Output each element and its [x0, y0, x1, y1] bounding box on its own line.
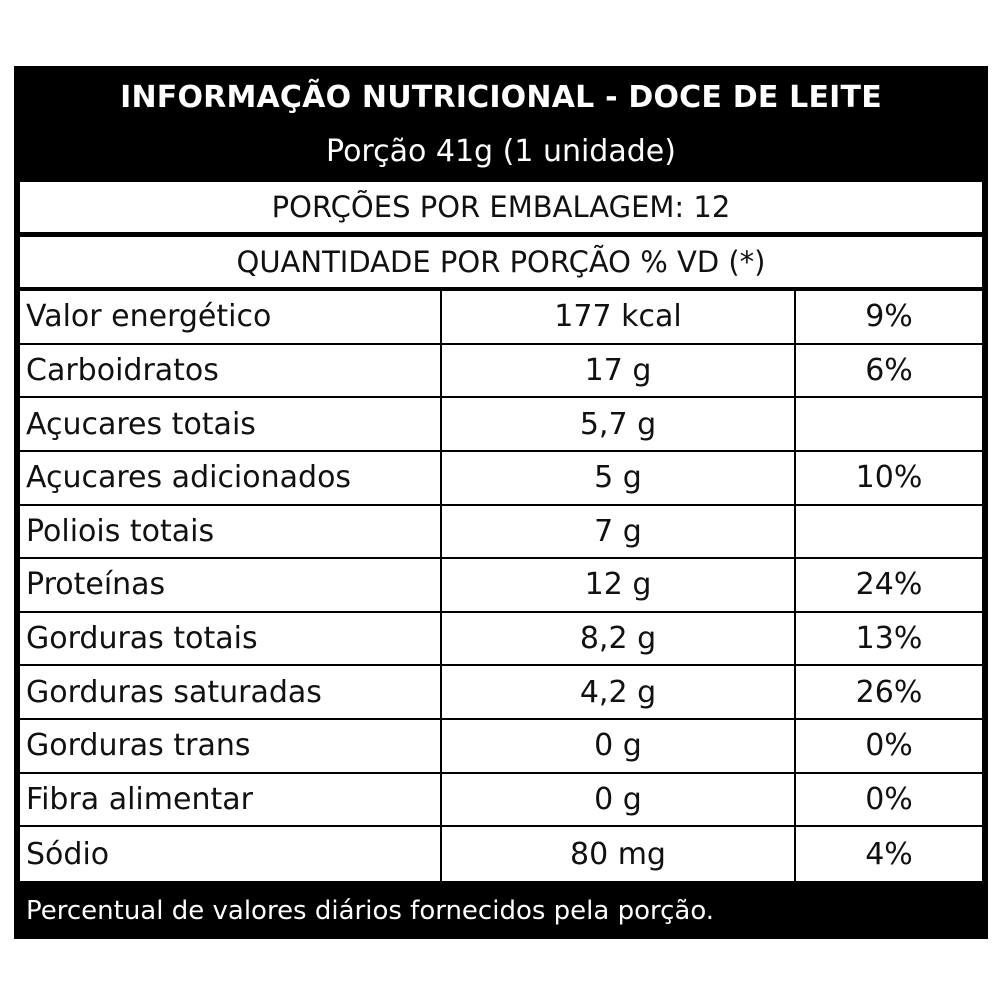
- nutrient-amount: 17 g: [442, 344, 796, 399]
- serving-size: Porção 41g (1 unidade): [326, 134, 676, 169]
- servings-per-package: PORÇÕES POR EMBALAGEM: 12: [20, 182, 982, 232]
- nutrient-daily-value: 10%: [796, 451, 982, 506]
- nutrient-daily-value: 13%: [796, 612, 982, 667]
- nutrient-grid: Valor energético 177 kcal 9% Carboidratos 17…: [20, 291, 982, 881]
- table-footnote: Percentual de valores diários fornecidos…: [26, 896, 715, 926]
- nutrient-daily-value: 9%: [796, 291, 982, 345]
- nutrient-name: Carboidratos: [20, 344, 442, 399]
- nutrient-name: Gorduras totais: [20, 612, 442, 667]
- nutrient-name: Valor energético: [20, 291, 442, 345]
- nutrient-amount: 4,2 g: [442, 666, 796, 721]
- nutrient-name: Gorduras trans: [20, 720, 442, 774]
- nutrient-amount: 177 kcal: [442, 291, 796, 345]
- nutrient-daily-value: 6%: [796, 344, 982, 399]
- nutrient-amount: 7 g: [442, 505, 796, 560]
- nutrient-amount: 0 g: [442, 773, 796, 828]
- nutrient-amount: 5,7 g: [442, 398, 796, 452]
- nutrient-name: Gorduras saturadas: [20, 666, 442, 721]
- nutrient-daily-value: 26%: [796, 666, 982, 721]
- nutrient-daily-value: 24%: [796, 559, 982, 613]
- nutrient-amount: 80 mg: [442, 827, 796, 881]
- nutrient-name: Poliois totais: [20, 505, 442, 560]
- nutrient-daily-value: 0%: [796, 720, 982, 774]
- nutrient-amount: 8,2 g: [442, 612, 796, 667]
- nutrient-amount: 12 g: [442, 559, 796, 613]
- nutrient-amount: 5 g: [442, 451, 796, 506]
- nutrient-name: Sódio: [20, 827, 442, 881]
- quantity-per-serving-header: QUANTIDADE POR PORÇÃO % VD (*): [20, 237, 982, 287]
- nutrient-amount: 0 g: [442, 720, 796, 774]
- nutrient-daily-value: 4%: [796, 827, 982, 881]
- table-header: INFORMAÇÃO NUTRICIONAL - DOCE DE LEITE P…: [14, 66, 988, 176]
- nutrient-name: Proteínas: [20, 559, 442, 613]
- nutrient-daily-value: [796, 505, 982, 560]
- nutrient-daily-value: [796, 398, 982, 452]
- nutrient-daily-value: 0%: [796, 773, 982, 828]
- nutrient-name: Açucares adicionados: [20, 451, 442, 506]
- table-title: INFORMAÇÃO NUTRICIONAL - DOCE DE LEITE: [120, 80, 882, 115]
- nutrient-name: Fibra alimentar: [20, 773, 442, 828]
- nutrition-facts-table: INFORMAÇÃO NUTRICIONAL - DOCE DE LEITE P…: [14, 66, 988, 939]
- nutrient-name: Açucares totais: [20, 398, 442, 452]
